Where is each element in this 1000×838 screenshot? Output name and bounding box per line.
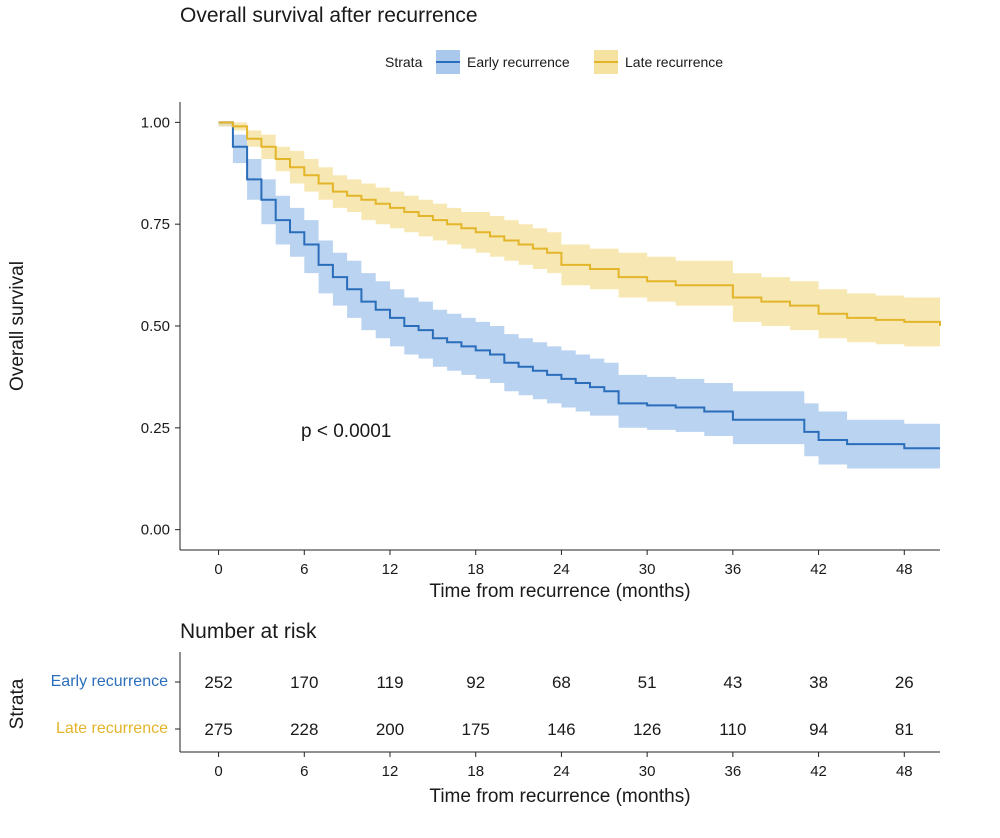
risk-cell: 43 (723, 673, 742, 692)
x-tick-label: 48 (896, 561, 913, 578)
risk-cell: 228 (290, 720, 318, 739)
y-axis-label: Overall survival (7, 261, 28, 391)
risk-cell: 92 (466, 673, 485, 692)
risk-table-title: Number at risk (180, 620, 317, 643)
risk-table-strata-label: Strata (7, 678, 28, 729)
risk-cell: 146 (547, 720, 575, 739)
risk-cell: 51 (638, 673, 657, 692)
risk-table-x-tick-label: 18 (467, 763, 484, 780)
ci-band-late (218, 122, 941, 351)
risk-row-label-late: Late recurrence (56, 720, 168, 737)
x-tick-label: 18 (467, 561, 484, 578)
risk-table-x-axis-label: Time from recurrence (months) (429, 786, 690, 807)
risk-table-x-tick-label: 48 (896, 763, 913, 780)
plot-axes: 0.00 0.25 0.50 0.75 1.00 0 6 12 18 24 30 36 42 48 (141, 102, 940, 578)
x-axis-label: Time from recurrence (months) (429, 581, 690, 602)
risk-cell: 200 (376, 720, 404, 739)
x-tick-label: 42 (810, 561, 827, 578)
risk-cell: 26 (895, 673, 914, 692)
risk-cell: 170 (290, 673, 318, 692)
legend-label-early: Early recurrence (467, 54, 570, 70)
x-tick-label: 24 (553, 561, 570, 578)
risk-cell: 110 (719, 720, 746, 739)
survival-curve-early (218, 121, 940, 450)
y-tick-label: 0.50 (141, 318, 170, 335)
risk-cell: 94 (809, 720, 828, 739)
p-value-annotation: p < 0.0001 (301, 421, 391, 442)
confidence-bands (218, 122, 941, 469)
risk-cell: 119 (376, 673, 403, 692)
survival-curve-late (218, 121, 941, 326)
risk-cell: 126 (633, 720, 661, 739)
risk-cell: 68 (552, 673, 571, 692)
y-tick-label: 1.00 (141, 114, 170, 131)
risk-cell: 252 (204, 673, 232, 692)
risk-table-x-tick-label: 12 (382, 763, 399, 780)
x-tick-label: 36 (725, 561, 742, 578)
y-tick-label: 0.75 (141, 216, 170, 233)
survival-curves (218, 121, 941, 450)
chart-title: Overall survival after recurrence (180, 4, 478, 27)
x-tick-label: 6 (300, 561, 308, 578)
risk-table-x-tick-label: 42 (810, 763, 827, 780)
x-tick-label: 30 (639, 561, 656, 578)
y-tick-label: 0.25 (141, 420, 170, 437)
risk-cell: 175 (462, 720, 490, 739)
legend-title: Strata (385, 54, 423, 70)
risk-cell: 38 (809, 673, 828, 692)
y-tick-label: 0.00 (141, 522, 170, 539)
risk-cell: 275 (204, 720, 232, 739)
ci-band-early (218, 122, 941, 469)
risk-row-label-early: Early recurrence (51, 673, 168, 690)
risk-table-x-tick-label: 0 (214, 763, 222, 780)
x-tick-label: 0 (214, 561, 222, 578)
legend-label-late: Late recurrence (625, 54, 723, 70)
x-tick-label: 12 (382, 561, 399, 578)
risk-table-x-tick-label: 36 (725, 763, 742, 780)
risk-cell: 81 (895, 720, 914, 739)
risk-table-x-tick-label: 24 (553, 763, 570, 780)
risk-table-x-tick-label: 6 (300, 763, 308, 780)
risk-table-x-tick-label: 30 (639, 763, 656, 780)
legend: Strata Early recurrence Late recurrence (385, 50, 723, 74)
